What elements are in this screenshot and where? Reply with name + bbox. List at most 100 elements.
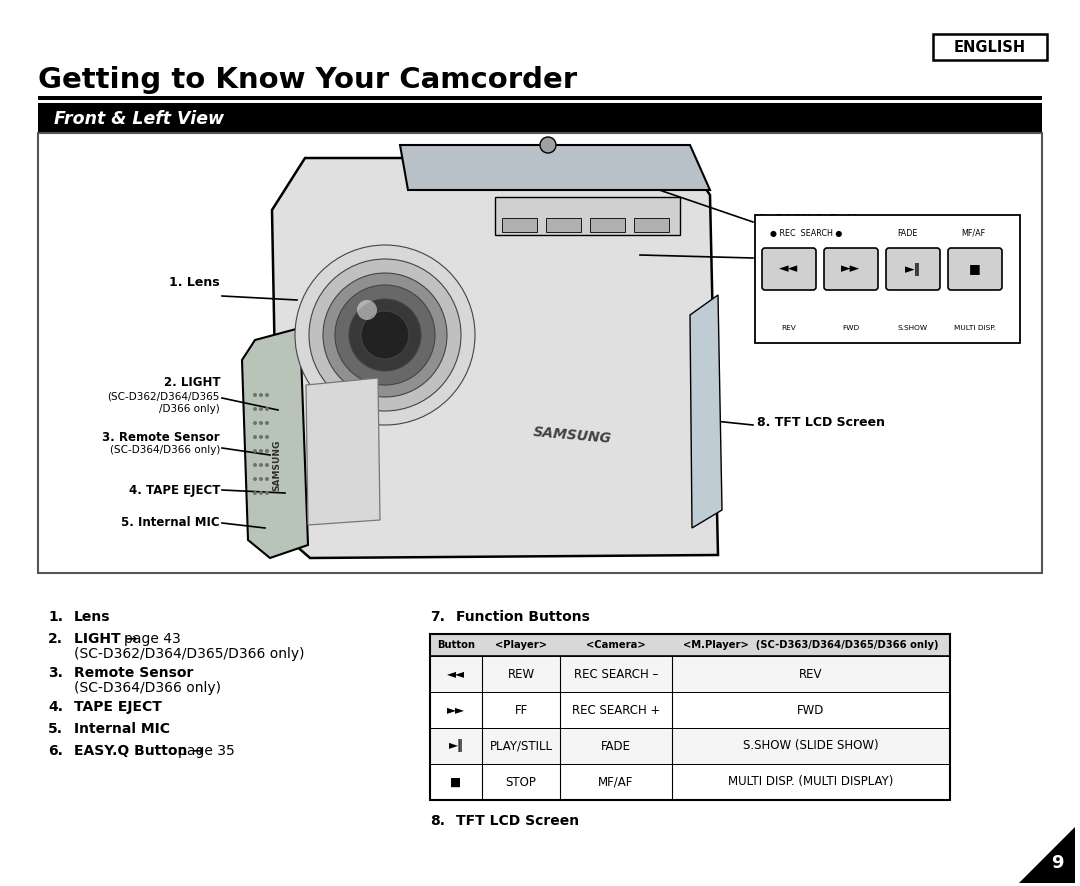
- Text: ■: ■: [450, 775, 461, 789]
- Bar: [495, 197, 680, 235]
- Bar: [502, 218, 537, 232]
- Circle shape: [265, 491, 269, 495]
- Text: REC SEARCH –: REC SEARCH –: [573, 667, 658, 680]
- Circle shape: [253, 491, 257, 495]
- Text: SAMSUNG: SAMSUNG: [272, 439, 282, 491]
- Circle shape: [259, 463, 264, 467]
- Text: FADE: FADE: [600, 740, 631, 752]
- Text: (SC-D364/D366 only): (SC-D364/D366 only): [75, 681, 221, 695]
- Text: page 35: page 35: [178, 744, 235, 758]
- Circle shape: [265, 477, 269, 481]
- Text: 8. TFT LCD Screen: 8. TFT LCD Screen: [757, 416, 885, 429]
- Text: 9: 9: [1051, 854, 1063, 872]
- Text: Lens: Lens: [75, 610, 110, 624]
- Bar: [38, 96, 1042, 100]
- Text: (SC-D364/D366 only): (SC-D364/D366 only): [110, 445, 220, 455]
- Text: Getting to Know Your Camcorder: Getting to Know Your Camcorder: [38, 66, 577, 94]
- Polygon shape: [690, 295, 723, 528]
- Text: FWD: FWD: [842, 325, 860, 331]
- Bar: [38, 103, 1042, 104]
- Circle shape: [259, 491, 264, 495]
- Text: 2.: 2.: [48, 632, 63, 646]
- Text: 7.: 7.: [430, 610, 445, 624]
- FancyBboxPatch shape: [824, 248, 878, 290]
- Text: FADE: FADE: [896, 229, 917, 237]
- Text: FWD: FWD: [797, 703, 825, 717]
- Text: EASY.Q Button →: EASY.Q Button →: [75, 744, 204, 758]
- Bar: [38, 133, 1042, 573]
- Text: ENGLISH: ENGLISH: [954, 40, 1026, 55]
- Text: 7. Function Buttons: 7. Function Buttons: [757, 248, 894, 261]
- Text: 1. Lens: 1. Lens: [170, 276, 220, 289]
- Circle shape: [253, 421, 257, 425]
- FancyBboxPatch shape: [933, 34, 1047, 60]
- Text: page 43: page 43: [124, 632, 180, 646]
- Text: S.SHOW: S.SHOW: [897, 325, 928, 331]
- Text: 1.: 1.: [48, 610, 63, 624]
- Text: ◄◄: ◄◄: [447, 667, 465, 680]
- Text: MF/AF: MF/AF: [961, 229, 985, 237]
- Text: ● REC  SEARCH ●: ● REC SEARCH ●: [770, 229, 842, 237]
- Polygon shape: [272, 158, 718, 558]
- Circle shape: [259, 449, 264, 453]
- Text: Button: Button: [437, 640, 475, 650]
- Text: TFT LCD Screen: TFT LCD Screen: [456, 814, 579, 828]
- Circle shape: [253, 435, 257, 439]
- Circle shape: [259, 435, 264, 439]
- Bar: [590, 218, 625, 232]
- Text: LIGHT →: LIGHT →: [75, 632, 137, 646]
- Polygon shape: [1020, 827, 1075, 883]
- Text: 6. EASY.Q Button: 6. EASY.Q Button: [757, 213, 876, 226]
- Text: STOP: STOP: [505, 775, 537, 789]
- Bar: [634, 218, 669, 232]
- Text: MULTI DISP. (MULTI DISPLAY): MULTI DISP. (MULTI DISPLAY): [728, 775, 893, 789]
- Polygon shape: [242, 328, 308, 558]
- Circle shape: [265, 435, 269, 439]
- FancyBboxPatch shape: [762, 248, 816, 290]
- Circle shape: [265, 449, 269, 453]
- Circle shape: [335, 285, 435, 385]
- FancyBboxPatch shape: [886, 248, 940, 290]
- Text: ■: ■: [969, 262, 981, 276]
- Text: 5. Internal MIC: 5. Internal MIC: [121, 517, 220, 530]
- Text: ►►: ►►: [841, 262, 861, 276]
- Circle shape: [253, 463, 257, 467]
- Text: /D366 only): /D366 only): [159, 404, 220, 414]
- Circle shape: [253, 449, 257, 453]
- Bar: [38, 104, 1042, 134]
- Text: REW: REW: [508, 667, 535, 680]
- Text: <M.Player>  (SC-D363/D364/D365/D366 only): <M.Player> (SC-D363/D364/D365/D366 only): [684, 640, 939, 650]
- Bar: [430, 634, 950, 656]
- Circle shape: [265, 407, 269, 411]
- Circle shape: [361, 311, 409, 359]
- Text: 2. LIGHT: 2. LIGHT: [163, 376, 220, 388]
- Text: Internal MIC: Internal MIC: [75, 722, 170, 736]
- Text: 3. Remote Sensor: 3. Remote Sensor: [103, 431, 220, 444]
- Text: (SC-D362/D364/D365/D366 only): (SC-D362/D364/D365/D366 only): [75, 647, 305, 661]
- Bar: [430, 656, 950, 692]
- Text: MF/AF: MF/AF: [598, 775, 634, 789]
- Text: ►►: ►►: [447, 703, 465, 717]
- Text: Function Buttons: Function Buttons: [456, 610, 590, 624]
- Text: ►‖: ►‖: [905, 262, 921, 276]
- Text: (SC-D362/D364/D365: (SC-D362/D364/D365: [108, 391, 220, 401]
- Circle shape: [259, 477, 264, 481]
- Circle shape: [295, 245, 475, 425]
- Circle shape: [259, 407, 264, 411]
- Text: ►‖: ►‖: [448, 740, 463, 752]
- Text: 6.: 6.: [48, 744, 63, 758]
- Bar: [430, 728, 950, 764]
- Bar: [430, 692, 950, 728]
- Text: Remote Sensor: Remote Sensor: [75, 666, 193, 680]
- Text: REV: REV: [782, 325, 796, 331]
- Circle shape: [259, 393, 264, 397]
- FancyBboxPatch shape: [948, 248, 1002, 290]
- Circle shape: [349, 299, 421, 371]
- Text: S.SHOW (SLIDE SHOW): S.SHOW (SLIDE SHOW): [743, 740, 879, 752]
- Text: REV: REV: [799, 667, 823, 680]
- Circle shape: [253, 407, 257, 411]
- Text: FF: FF: [514, 703, 528, 717]
- Text: 8.: 8.: [430, 814, 445, 828]
- Text: <Camera>: <Camera>: [586, 640, 646, 650]
- Text: PLAY/STILL: PLAY/STILL: [489, 740, 553, 752]
